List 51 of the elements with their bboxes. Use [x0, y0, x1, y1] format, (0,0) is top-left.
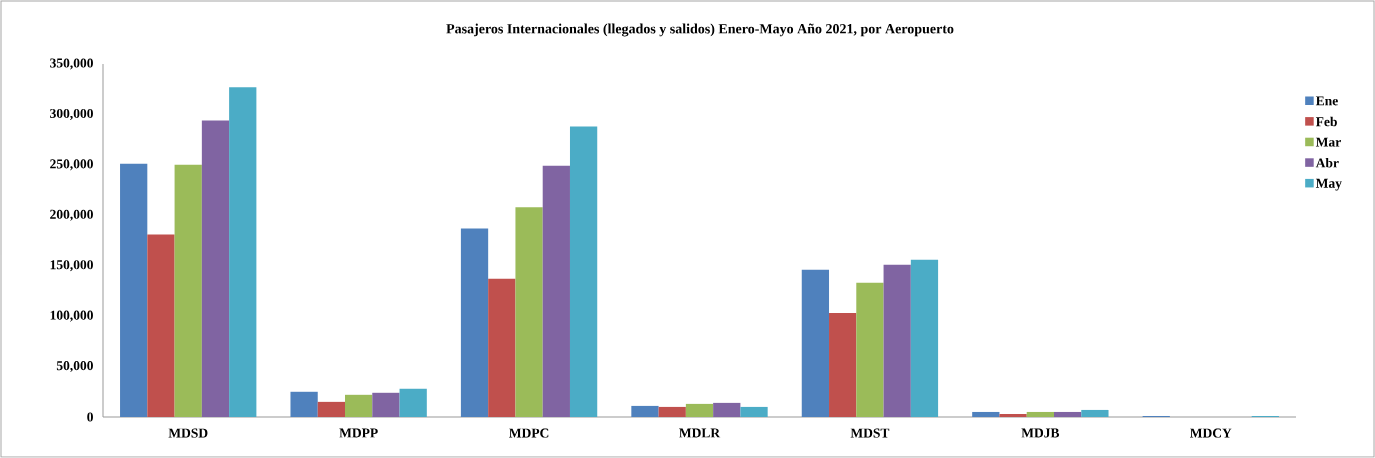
bar [685, 403, 714, 417]
legend-label: Mar [1315, 137, 1341, 147]
bar [229, 87, 257, 417]
bar [147, 234, 175, 417]
chart-title: Pasajeros Internacionales (llegados y salidos) Enero-Mayo Año 2021, por Aeropuerto [446, 23, 954, 37]
legend-label: May [1315, 178, 1342, 191]
bar [829, 313, 857, 417]
bar [1053, 411, 1082, 417]
bar [569, 126, 598, 417]
bar [740, 406, 768, 417]
bar [201, 120, 230, 417]
x-tick-label: MDPP [339, 428, 378, 438]
x-tick-label: MDJB [1021, 428, 1060, 438]
bar [515, 207, 543, 417]
bar [345, 394, 373, 417]
bar [999, 413, 1027, 417]
y-tick-label: 0 [87, 412, 93, 422]
x-tick-label: MDLR [679, 428, 721, 438]
bar [631, 405, 659, 417]
y-tick-label: 100,000 [50, 310, 93, 322]
bar [713, 402, 741, 417]
bar [317, 401, 346, 417]
bar [910, 259, 939, 417]
bar [372, 392, 400, 417]
bar [399, 388, 427, 417]
bar [1026, 411, 1054, 417]
bar [120, 163, 148, 417]
y-tick-label: 150,000 [50, 260, 93, 272]
bar [856, 282, 884, 417]
x-tick-label: MDSD [168, 428, 208, 438]
bar [972, 411, 1000, 417]
bar [801, 269, 830, 417]
bar [488, 278, 516, 417]
bar [1081, 409, 1109, 417]
x-tick-label: MDPC [509, 428, 549, 438]
y-tick-label: 50,000 [56, 361, 93, 373]
bar [460, 228, 489, 417]
x-tick-label: MDCY [1190, 428, 1232, 438]
bar [883, 264, 911, 417]
y-tick-label: 200,000 [50, 209, 93, 221]
bar [290, 391, 318, 417]
bar [174, 164, 202, 417]
legend-label: Feb [1315, 116, 1337, 127]
legend-label: Ene [1315, 96, 1338, 106]
bar [658, 406, 686, 417]
y-tick-label: 350,000 [50, 58, 93, 70]
legend-label: Abr [1315, 157, 1339, 168]
y-tick-label: 300,000 [50, 108, 93, 120]
y-tick-label: 250,000 [50, 159, 93, 171]
x-tick-label: MDST [850, 428, 890, 438]
bar [542, 165, 570, 417]
